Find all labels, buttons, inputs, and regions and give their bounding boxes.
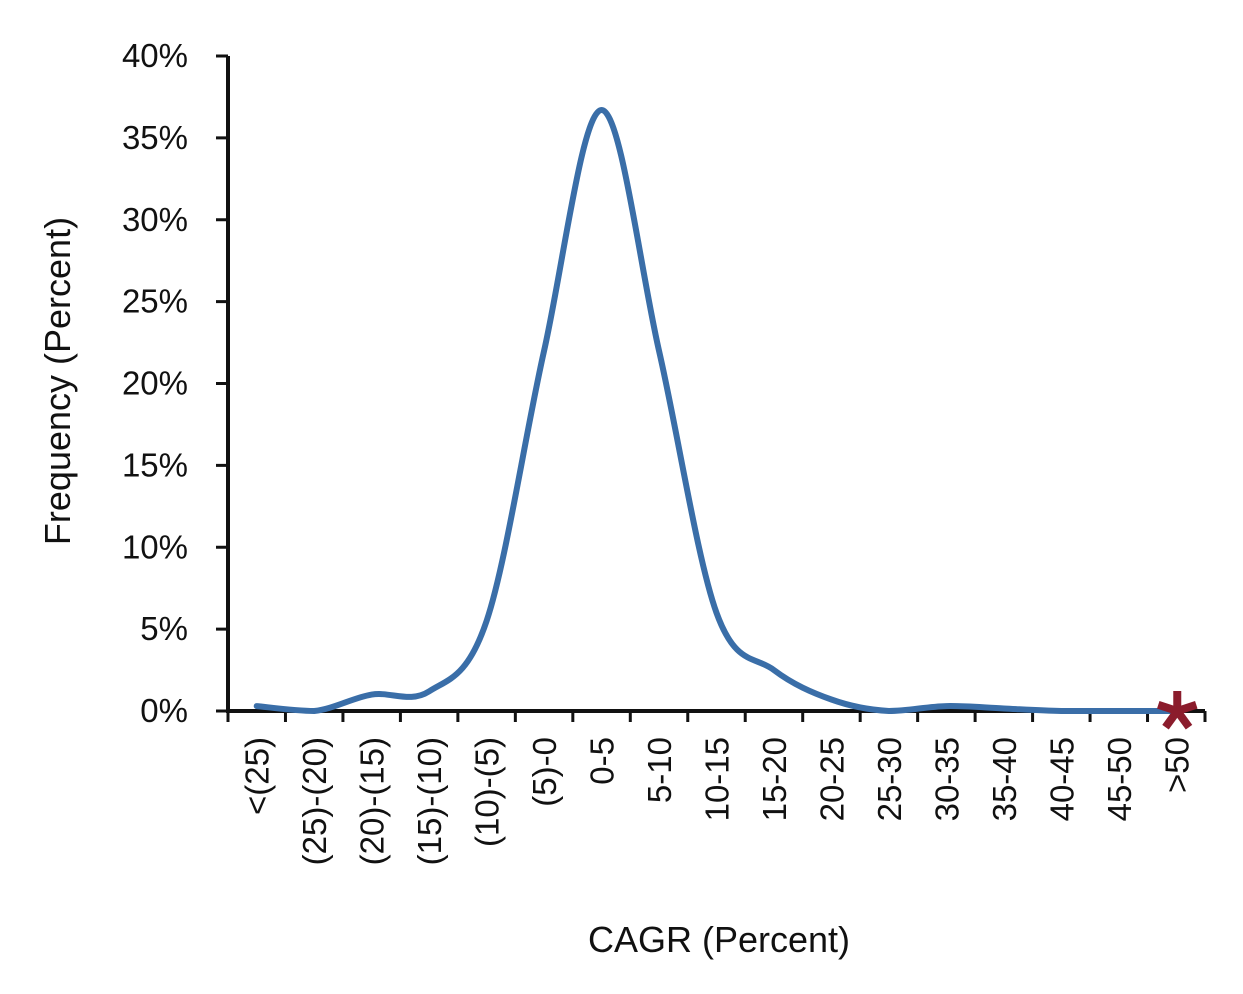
y-axis: 0% 5% 10% 15% 20% 25% 30% 35% 40% [122, 37, 230, 729]
x-tick-label: 10-15 [699, 737, 736, 821]
x-tick-label: 25-30 [871, 737, 908, 821]
x-tick-label: (25)-(20) [296, 737, 333, 865]
asterisk-marker [1157, 691, 1198, 730]
x-tick-label: 30-35 [928, 737, 965, 821]
x-tick-label: (10)-(5) [469, 737, 506, 847]
x-tick-label: >50 [1158, 737, 1195, 793]
series-layer [253, 107, 1198, 730]
series-line [253, 107, 1180, 714]
y-tick-label: 40% [122, 37, 188, 74]
y-tick-label: 35% [122, 119, 188, 156]
x-tick-label: 0-5 [584, 737, 621, 785]
x-tick-label: <(25) [239, 737, 276, 815]
x-tick-label: 35-40 [986, 737, 1023, 821]
x-axis-title: CAGR (Percent) [588, 919, 850, 960]
x-tick-label: (20)-(15) [354, 737, 391, 865]
x-tick-label: (5)-0 [526, 737, 563, 807]
y-axis-title: Frequency (Percent) [37, 217, 78, 545]
x-tick-label: 15-20 [756, 737, 793, 821]
y-tick-label: 0% [140, 692, 188, 729]
y-tick-label: 10% [122, 528, 188, 565]
x-tick-label: (15)-(10) [411, 737, 448, 865]
y-tick-label: 15% [122, 446, 188, 483]
y-tick-label: 20% [122, 365, 188, 402]
x-tick-label: 20-25 [813, 737, 850, 821]
x-tick-label: 45-50 [1101, 737, 1138, 821]
y-tick-label: 5% [140, 610, 188, 647]
x-axis: <(25) (25)-(20) (20)-(15) (15)-(10) (10)-(5)… [226, 709, 1207, 865]
x-tick-label: 5-10 [641, 737, 678, 803]
y-tick-label: 30% [122, 201, 188, 238]
y-tick-label: 25% [122, 283, 188, 320]
x-tick-label: 40-45 [1043, 737, 1080, 821]
